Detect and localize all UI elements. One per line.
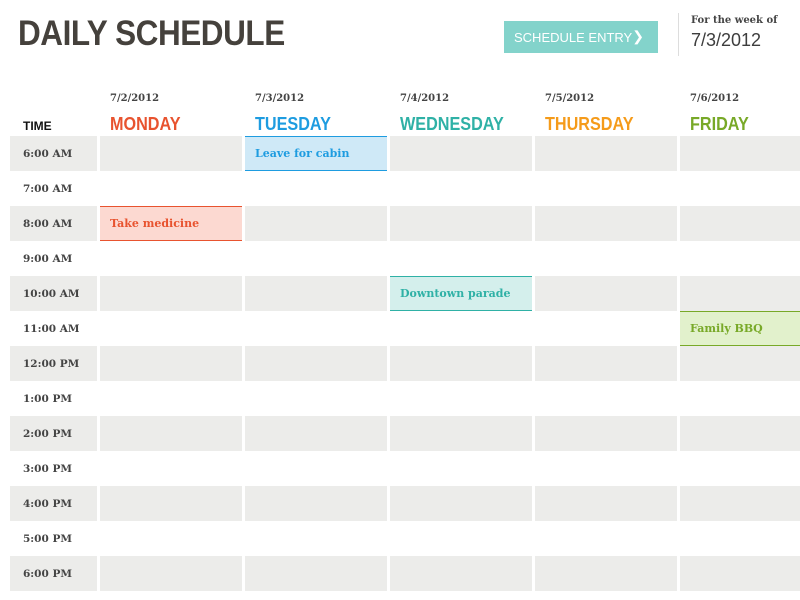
event-block[interactable]: Take medicine	[100, 206, 242, 241]
day-name-monday: MONDAY	[110, 114, 181, 134]
day-date: 7/3/2012	[255, 93, 305, 104]
schedule-cell[interactable]	[245, 451, 387, 486]
schedule-cell[interactable]	[390, 171, 532, 206]
schedule-cell[interactable]	[100, 416, 242, 451]
schedule-entry-label: SCHEDULE ENTRY	[514, 29, 633, 45]
day-date: 7/6/2012	[690, 93, 740, 104]
schedule-cell[interactable]	[100, 276, 242, 311]
schedule-cell[interactable]	[680, 136, 800, 171]
time-label: 10:00 AM	[10, 276, 97, 311]
day-name-tuesday: TUESDAY	[255, 114, 331, 134]
schedule-cell[interactable]	[535, 311, 677, 346]
schedule-cell[interactable]	[390, 206, 532, 241]
time-label: 6:00 PM	[10, 556, 97, 591]
schedule-cell[interactable]	[390, 556, 532, 591]
divider	[678, 13, 679, 56]
schedule-cell[interactable]	[680, 276, 800, 311]
day-name-thursday: THURSDAY	[545, 114, 634, 134]
schedule-cell[interactable]	[100, 556, 242, 591]
schedule-cell[interactable]	[680, 241, 800, 276]
schedule-cell[interactable]	[245, 486, 387, 521]
schedule-cell[interactable]	[245, 276, 387, 311]
chevron-right-icon: ❯	[632, 28, 644, 44]
time-label: 6:00 AM	[10, 136, 97, 171]
time-label: 3:00 PM	[23, 462, 72, 475]
schedule-cell[interactable]	[100, 311, 242, 346]
schedule-cell[interactable]	[390, 346, 532, 381]
schedule-cell[interactable]	[100, 241, 242, 276]
schedule-cell[interactable]	[535, 136, 677, 171]
schedule-cell[interactable]	[100, 171, 242, 206]
schedule-cell[interactable]	[390, 381, 532, 416]
schedule-cell[interactable]	[680, 451, 800, 486]
day-name-friday: FRIDAY	[690, 114, 749, 134]
week-label: For the week of	[691, 15, 778, 26]
schedule-cell[interactable]	[100, 451, 242, 486]
schedule-cell[interactable]	[100, 381, 242, 416]
time-label: 2:00 PM	[10, 416, 97, 451]
schedule-cell[interactable]	[245, 521, 387, 556]
time-label: 4:00 PM	[10, 486, 97, 521]
time-label: 12:00 PM	[10, 346, 97, 381]
schedule-cell[interactable]	[390, 451, 532, 486]
schedule-cell[interactable]	[390, 136, 532, 171]
schedule-cell[interactable]	[535, 521, 677, 556]
schedule-cell[interactable]	[680, 521, 800, 556]
day-date: 7/2/2012	[110, 93, 160, 104]
schedule-entry-button[interactable]: SCHEDULE ENTRY ❯	[504, 21, 658, 53]
schedule-cell[interactable]	[245, 381, 387, 416]
schedule-cell[interactable]	[100, 346, 242, 381]
schedule-cell[interactable]	[680, 486, 800, 521]
schedule-cell[interactable]	[100, 486, 242, 521]
page-title: DAILY SCHEDULE	[18, 14, 285, 53]
schedule-cell[interactable]	[245, 346, 387, 381]
schedule-cell[interactable]	[245, 171, 387, 206]
schedule-cell[interactable]	[390, 486, 532, 521]
schedule-cell[interactable]	[390, 416, 532, 451]
time-label: 1:00 PM	[23, 392, 72, 405]
schedule-cell[interactable]	[535, 206, 677, 241]
day-name-wednesday: WEDNESDAY	[400, 114, 504, 134]
event-block[interactable]: Downtown parade	[390, 276, 532, 311]
schedule-cell[interactable]	[245, 556, 387, 591]
schedule-cell[interactable]	[535, 486, 677, 521]
week-date[interactable]: 7/3/2012	[691, 30, 762, 50]
time-label: 7:00 AM	[23, 182, 73, 195]
schedule-cell[interactable]	[680, 416, 800, 451]
schedule-cell[interactable]	[535, 451, 677, 486]
schedule-cell[interactable]	[245, 241, 387, 276]
schedule-cell[interactable]	[390, 521, 532, 556]
schedule-cell[interactable]	[680, 346, 800, 381]
schedule-cell[interactable]	[390, 241, 532, 276]
schedule-cell[interactable]	[100, 136, 242, 171]
schedule-cell[interactable]	[680, 171, 800, 206]
schedule-cell[interactable]	[100, 521, 242, 556]
schedule-cell[interactable]	[535, 276, 677, 311]
schedule-cell[interactable]	[535, 171, 677, 206]
schedule-cell[interactable]	[245, 416, 387, 451]
event-block[interactable]: Family BBQ	[680, 311, 800, 346]
schedule-cell[interactable]	[535, 416, 677, 451]
day-date: 7/4/2012	[400, 93, 450, 104]
schedule-cell[interactable]	[245, 206, 387, 241]
schedule-cell[interactable]	[535, 241, 677, 276]
schedule-cell[interactable]	[680, 206, 800, 241]
event-block[interactable]: Leave for cabin	[245, 136, 387, 171]
schedule-cell[interactable]	[390, 311, 532, 346]
schedule-cell[interactable]	[245, 311, 387, 346]
time-label: 9:00 AM	[23, 252, 73, 265]
schedule-cell[interactable]	[535, 556, 677, 591]
day-date: 7/5/2012	[545, 93, 595, 104]
schedule-cell[interactable]	[680, 381, 800, 416]
time-label: 8:00 AM	[10, 206, 97, 241]
schedule-cell[interactable]	[535, 346, 677, 381]
time-label: 11:00 AM	[23, 322, 80, 335]
time-label: 5:00 PM	[23, 532, 72, 545]
schedule-cell[interactable]	[680, 556, 800, 591]
schedule-cell[interactable]	[535, 381, 677, 416]
time-header: TIME	[23, 119, 52, 133]
